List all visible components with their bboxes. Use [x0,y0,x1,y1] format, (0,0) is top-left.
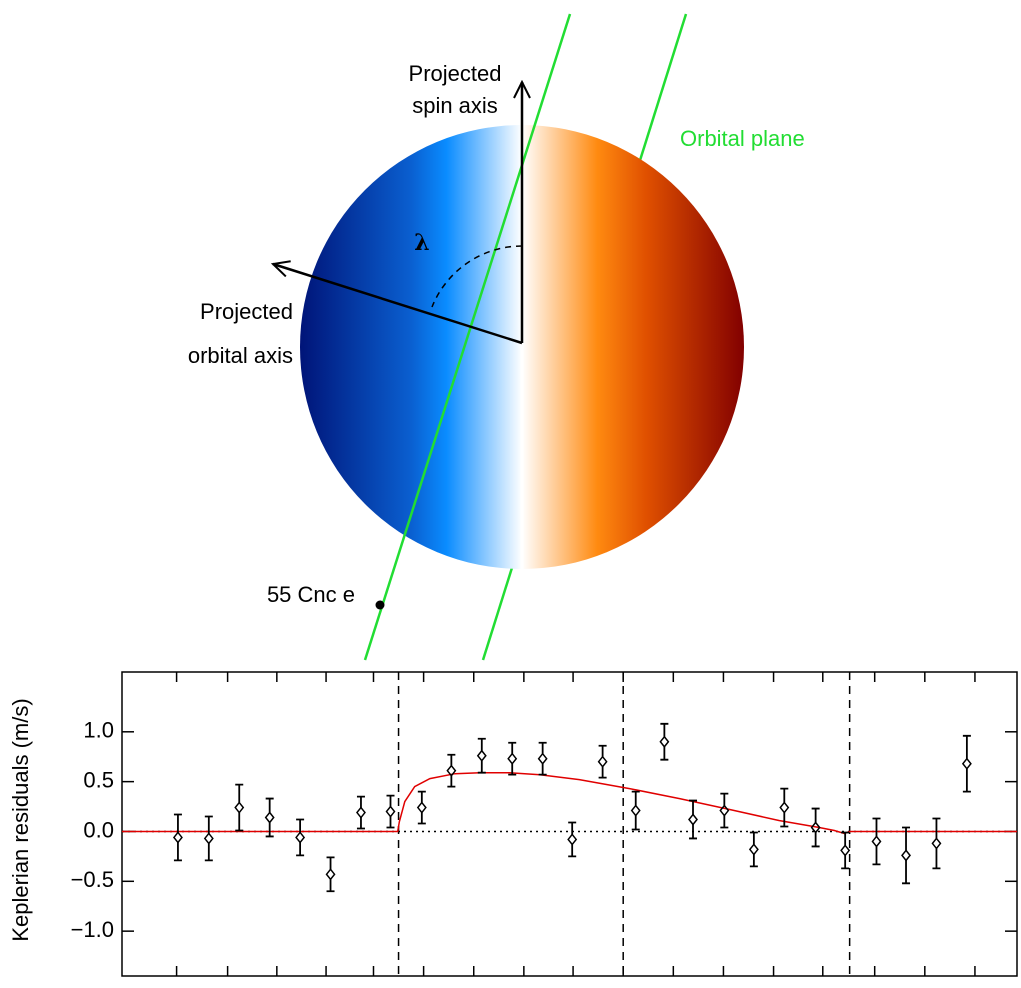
error-bar [932,817,941,870]
data-point [719,804,730,817]
error-bar [568,821,577,858]
data-point [840,844,851,857]
data-point [748,843,759,856]
chart: Keplerian residuals (m/s) −1.0 −0.5 0.0 0.5… [8,671,1018,977]
error-bar [173,813,182,862]
error-bar [598,744,607,779]
y-tick-label: 0.5 [83,767,114,792]
label: Orbital plane [680,126,805,151]
error-bar [631,790,640,831]
planet [375,600,385,610]
data-point [416,801,427,814]
data-point [325,868,336,881]
label: λ [414,230,429,256]
diagram: Projected spin axis Orbital plane λ Proj… [188,13,805,661]
data-point [961,757,972,770]
error-bar [204,815,213,862]
error-bar [386,794,395,829]
data-point [931,837,942,850]
model-line [122,771,1017,835]
error-bar [749,831,758,868]
error-bar [265,797,274,838]
y-tick-label: 1.0 [83,718,114,743]
data-point [779,801,790,814]
label: orbital axis [188,343,293,368]
error-bar [811,807,820,848]
data-point [234,801,245,814]
y-tick-label: −1.0 [71,917,114,942]
data-point [567,833,578,846]
error-bar [538,741,547,776]
data-point [295,831,306,844]
data-point [264,811,275,824]
data-point [901,849,911,862]
data-point [688,813,698,826]
lambda-arc [431,245,523,308]
data-point [630,804,641,817]
error-bar [841,831,850,870]
data-point [446,764,457,777]
error-bar [962,734,971,793]
error-bar [780,787,789,828]
error-bar [326,856,335,893]
error-bar [356,795,365,830]
error-bar [872,817,881,866]
data-point [597,755,608,768]
y-axis-label: Keplerian residuals (m/s) [8,698,33,941]
data-point [476,749,487,762]
data-point [871,835,882,848]
label: spin axis [412,93,498,118]
y-tick-label: −0.5 [71,867,114,892]
error-bar [689,799,698,840]
label: Projected [409,61,502,86]
y-tick-label: 0.0 [83,817,114,842]
orbital-axis [273,264,523,345]
plot-frame [121,671,1018,977]
label: 55 Cnc e [267,582,355,607]
error-bar [720,792,729,829]
error-bar [477,737,486,774]
error-bar [235,783,244,832]
data-point [203,832,214,845]
label: Projected [200,299,293,324]
data-point [507,752,518,765]
data-point [356,806,366,819]
error-bar [508,741,517,776]
error-bar [417,790,426,825]
error-bar [902,826,911,885]
error-bar [660,722,669,761]
error-bar [447,753,456,788]
data-point [810,821,821,834]
data-point [537,752,548,765]
transit-chord [363,13,572,661]
data-point [172,831,183,844]
data-point [659,735,670,748]
error-bar [296,818,305,857]
data-point [385,805,396,818]
